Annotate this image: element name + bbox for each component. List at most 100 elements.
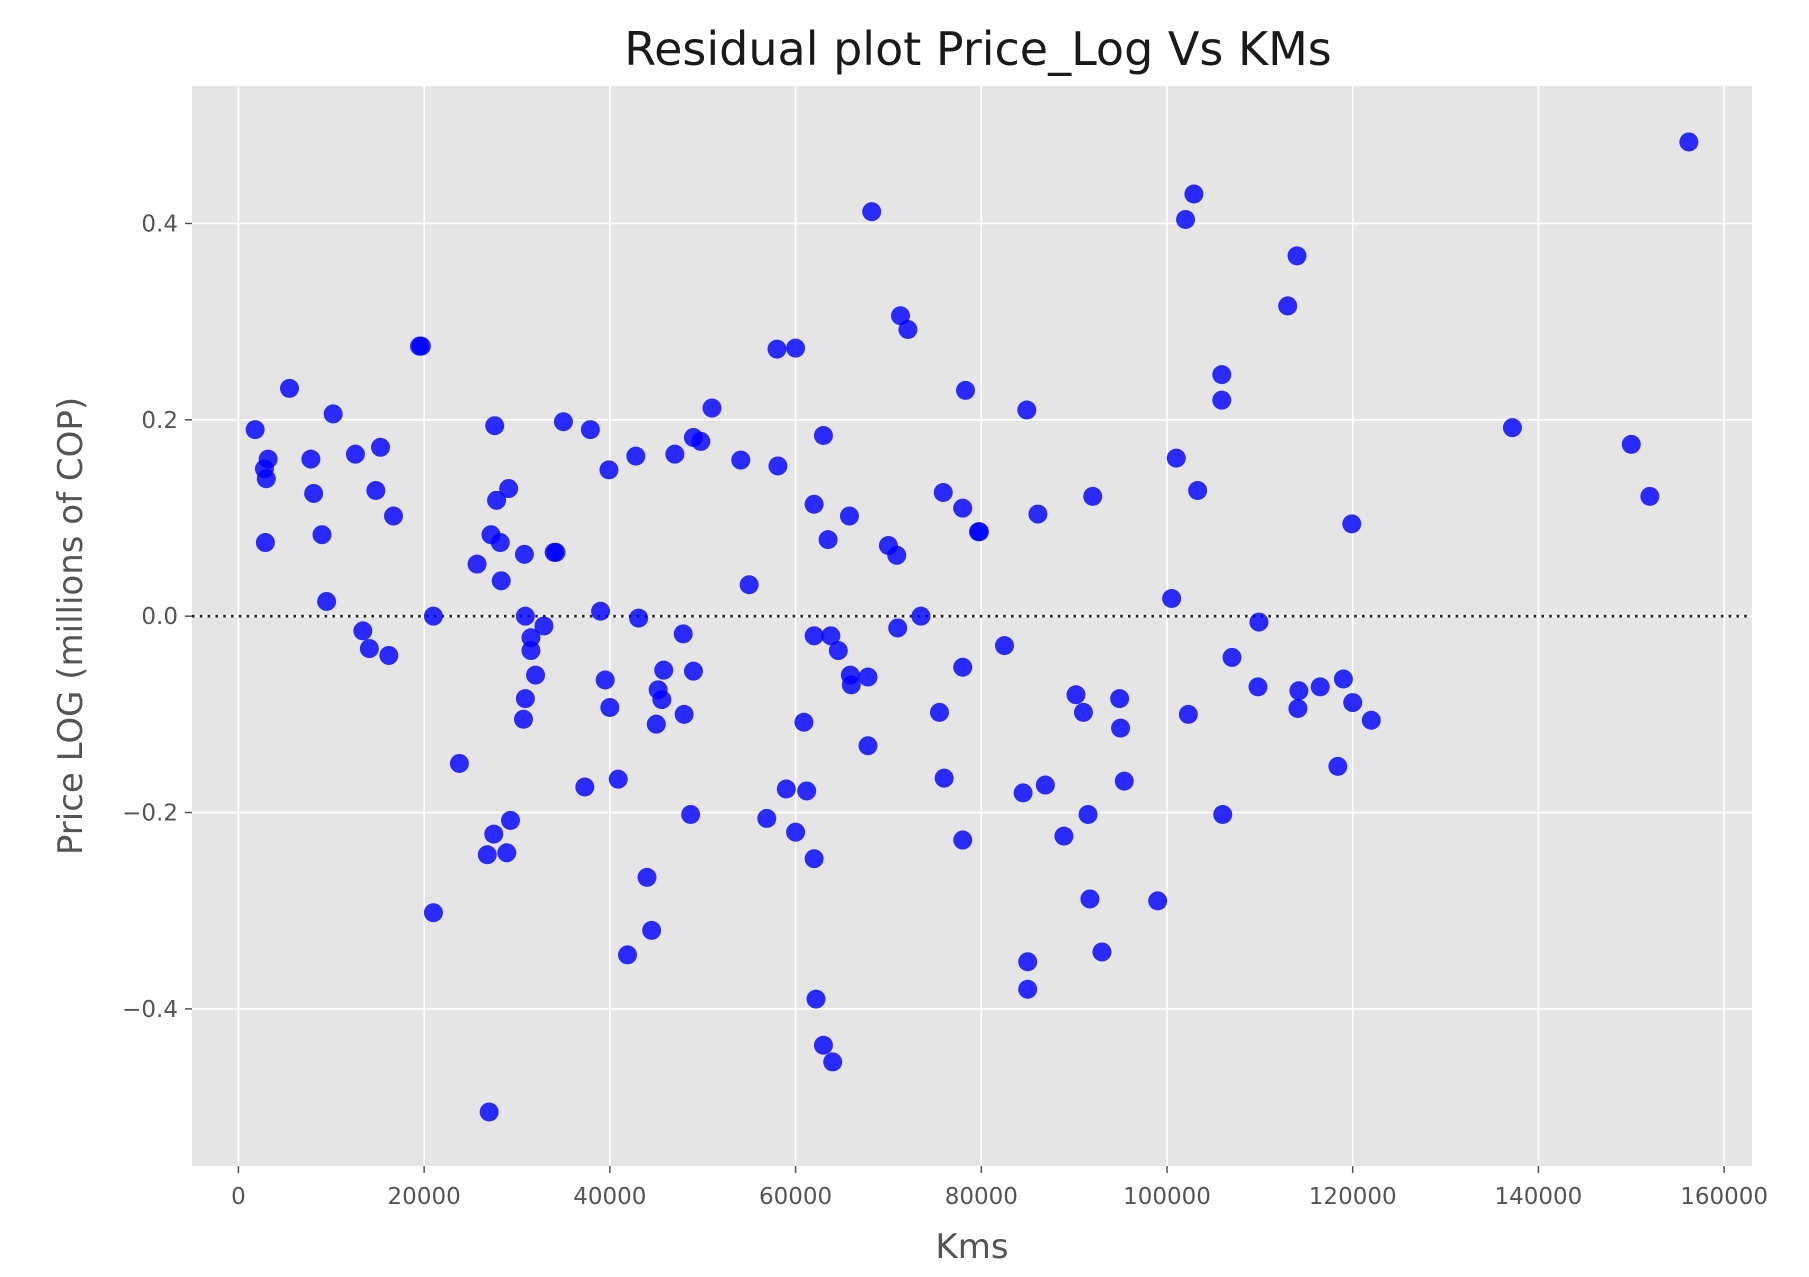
scatter-point (501, 810, 520, 830)
scatter-point (379, 645, 399, 665)
scatter-point (930, 702, 949, 722)
scatter-point (786, 338, 806, 358)
scatter-point (1679, 132, 1699, 152)
scatter-point (600, 697, 620, 717)
x-tick-label: 140000 (1495, 1184, 1583, 1210)
scatter-point (1343, 693, 1363, 713)
scatter-point (423, 903, 443, 923)
scatter-point (654, 660, 674, 680)
scatter-point (953, 830, 973, 850)
scatter-point (618, 945, 637, 965)
scatter-point (1080, 889, 1100, 909)
scatter-point (546, 542, 566, 562)
scatter-point (681, 805, 701, 825)
scatter-point (487, 490, 507, 510)
scatter-point (804, 626, 824, 646)
scatter-point (1018, 952, 1038, 972)
scatter-point (1073, 702, 1093, 722)
scatter-point (490, 533, 510, 553)
scatter-point (1083, 486, 1103, 506)
x-tick-label: 100000 (1123, 1184, 1211, 1210)
scatter-point (818, 530, 838, 550)
scatter-point (479, 1102, 499, 1122)
scatter-point (858, 667, 878, 687)
axis-ticks: 0 20000 40000 60000 80000 100000 120000 140000 1… (122, 211, 1768, 1210)
y-tick-label: 0.2 (141, 408, 178, 434)
scatter-point (366, 481, 386, 501)
scatter-point (828, 641, 848, 661)
scatter-point (995, 636, 1014, 656)
scatter-point (1017, 400, 1037, 420)
y-tick-label: −0.2 (122, 801, 178, 827)
scatter-point (1248, 677, 1268, 697)
data-points (245, 132, 1699, 1122)
y-tick-label: 0.0 (141, 604, 178, 630)
scatter-point (317, 591, 337, 611)
scatter-point (345, 444, 365, 464)
scatter-point (674, 704, 694, 724)
scatter-point (1640, 486, 1660, 506)
scatter-point (1278, 296, 1298, 316)
scatter-point (804, 849, 824, 869)
scatter-point (776, 779, 796, 799)
scatter-point (1289, 681, 1309, 701)
y-tick-label: −0.4 (122, 997, 178, 1023)
scatter-point (934, 768, 954, 788)
scatter-point (526, 665, 546, 685)
scatter-point (953, 498, 973, 518)
scatter-point (484, 824, 504, 844)
scatter-point (359, 639, 379, 659)
scatter-point (862, 202, 882, 222)
scatter-point (1114, 771, 1134, 791)
scatter-point (1502, 418, 1522, 438)
y-tick-label: 0.4 (141, 211, 178, 237)
scatter-point (652, 690, 672, 710)
scatter-point (691, 431, 711, 451)
scatter-point (423, 606, 443, 626)
scatter-point (813, 1035, 833, 1055)
x-tick-label: 0 (231, 1184, 246, 1210)
scatter-point (767, 339, 787, 359)
scatter-point (806, 989, 826, 1009)
scatter-point (515, 606, 535, 626)
scatter-point (1110, 689, 1130, 709)
scatter-point (1212, 390, 1232, 410)
scatter-point (353, 621, 373, 641)
scatter-point (821, 626, 841, 646)
scatter-point (898, 319, 918, 339)
scatter-point (642, 920, 662, 940)
scatter-point (969, 522, 989, 542)
scatter-point (521, 641, 541, 661)
scatter-point (304, 483, 324, 503)
scatter-point (491, 571, 511, 591)
scatter-point (1287, 246, 1307, 266)
x-axis-label: Kms (935, 1227, 1008, 1267)
scatter-point (646, 714, 666, 734)
scatter-point (1013, 783, 1033, 803)
scatter-point (626, 446, 646, 466)
scatter-point (411, 336, 431, 356)
scatter-point (813, 426, 833, 446)
scatter-point (1328, 756, 1348, 776)
scatter-point (1212, 365, 1232, 385)
scatter-point (467, 554, 487, 574)
scatter-point (731, 450, 751, 470)
scatter-point (485, 416, 505, 436)
scatter-point (497, 843, 517, 863)
scatter-point (933, 482, 953, 502)
scatter-point (1621, 434, 1641, 454)
x-tick-label: 60000 (759, 1184, 832, 1210)
scatter-point (255, 533, 275, 553)
scatter-point (477, 845, 497, 865)
scatter-point (637, 867, 657, 887)
scatter-point (580, 420, 600, 440)
scatter-point (591, 601, 611, 621)
scatter-point (256, 469, 276, 489)
scatter-point (1333, 669, 1353, 689)
scatter-point (786, 822, 806, 842)
scatter-point (1066, 685, 1086, 705)
scatter-point (608, 769, 628, 789)
scatter-point (1288, 698, 1308, 718)
scatter-point (702, 398, 722, 418)
